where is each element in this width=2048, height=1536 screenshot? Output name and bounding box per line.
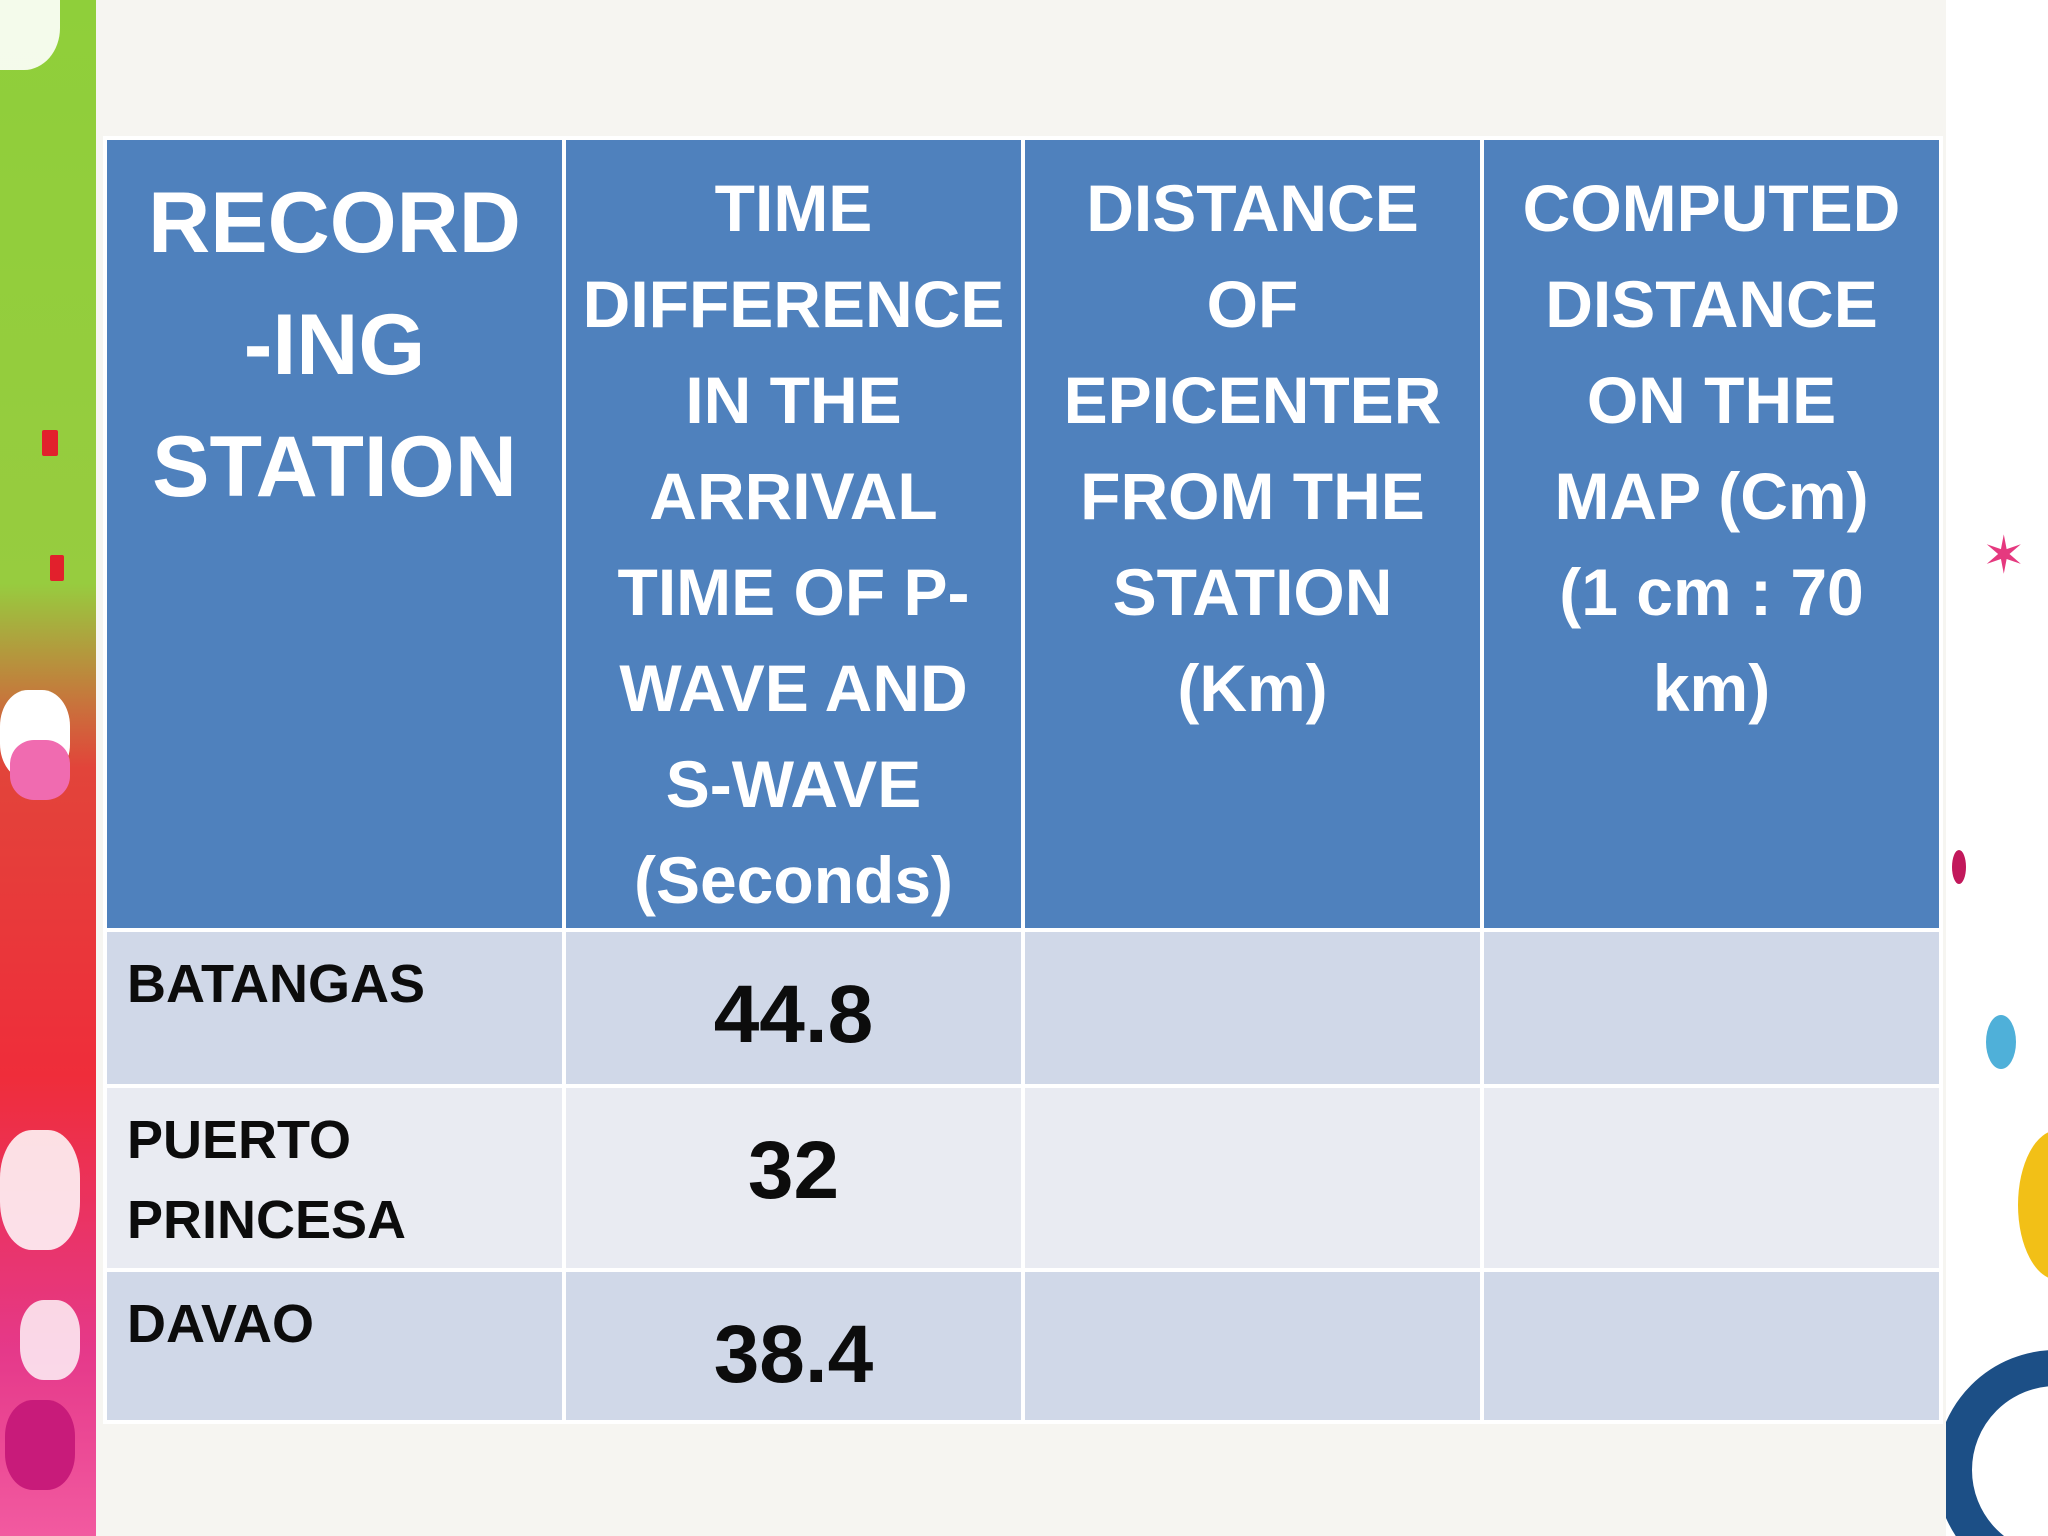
- station-cell: BATANGAS: [103, 928, 566, 1088]
- header-epicenter-distance: DISTANCE OF EPICENTER FROM THE STATION (…: [1021, 136, 1484, 932]
- decor-blob: [5, 1400, 75, 1490]
- decor-dot: [2018, 1130, 2048, 1280]
- distance-km-cell: [1021, 1268, 1484, 1424]
- table-header-row: RECORD -ING STATION TIME DIFFERENCE IN T…: [103, 136, 1943, 932]
- map-distance-value: [1484, 1272, 1939, 1300]
- table-row: PUERTO PRINCESA 32: [103, 1084, 1943, 1272]
- decor-blob: [10, 740, 70, 800]
- decor-blob: [0, 1130, 80, 1250]
- seismic-data-table-container: RECORD -ING STATION TIME DIFFERENCE IN T…: [103, 136, 1943, 1424]
- map-distance-cell: [1480, 928, 1943, 1088]
- station-name: PUERTO PRINCESA: [127, 1110, 407, 1250]
- decor-blob: [20, 1300, 80, 1380]
- time-difference-value: 38.4: [713, 1309, 874, 1400]
- station-cell: DAVAO: [103, 1268, 566, 1424]
- header-label: DISTANCE OF EPICENTER FROM THE STATION (…: [1063, 171, 1442, 725]
- header-time-difference: TIME DIFFERENCE IN THE ARRIVAL TIME OF P…: [562, 136, 1025, 932]
- time-difference-value: 44.8: [713, 969, 874, 1060]
- left-decorative-strip: [0, 0, 96, 1536]
- table-row: DAVAO 38.4: [103, 1268, 1943, 1424]
- distance-km-value: [1025, 1088, 1480, 1116]
- map-distance-value: [1484, 1088, 1939, 1116]
- decor-blob: [0, 0, 60, 70]
- decor-arc: [1946, 1350, 2048, 1536]
- star-icon: ✶: [1982, 526, 2026, 586]
- right-decorative-strip: ✶: [1946, 0, 2048, 1536]
- station-name: DAVAO: [127, 1294, 314, 1354]
- distance-km-value: [1025, 932, 1480, 960]
- distance-km-cell: [1021, 928, 1484, 1088]
- header-map-distance: COMPUTED DISTANCE ON THE MAP (Cm) (1 cm …: [1480, 136, 1943, 932]
- time-difference-cell: 32: [562, 1084, 1025, 1272]
- seismic-data-table: RECORD -ING STATION TIME DIFFERENCE IN T…: [103, 136, 1943, 1424]
- distance-km-value: [1025, 1272, 1480, 1300]
- decor-dot: [1952, 850, 1966, 884]
- time-difference-value: 32: [747, 1125, 840, 1216]
- header-label: RECORD -ING STATION: [148, 175, 521, 515]
- distance-km-cell: [1021, 1084, 1484, 1272]
- map-distance-cell: [1480, 1084, 1943, 1272]
- station-cell: PUERTO PRINCESA: [103, 1084, 566, 1272]
- decor-dot: [1986, 1015, 2016, 1069]
- decor-blob: [50, 555, 64, 581]
- header-label: COMPUTED DISTANCE ON THE MAP (Cm) (1 cm …: [1522, 171, 1901, 725]
- header-recording-station: RECORD -ING STATION: [103, 136, 566, 932]
- decor-blob: [42, 430, 58, 456]
- header-label: TIME DIFFERENCE IN THE ARRIVAL TIME OF P…: [582, 171, 1005, 917]
- map-distance-value: [1484, 932, 1939, 960]
- table-row: BATANGAS 44.8: [103, 928, 1943, 1088]
- time-difference-cell: 38.4: [562, 1268, 1025, 1424]
- map-distance-cell: [1480, 1268, 1943, 1424]
- time-difference-cell: 44.8: [562, 928, 1025, 1088]
- station-name: BATANGAS: [127, 954, 425, 1014]
